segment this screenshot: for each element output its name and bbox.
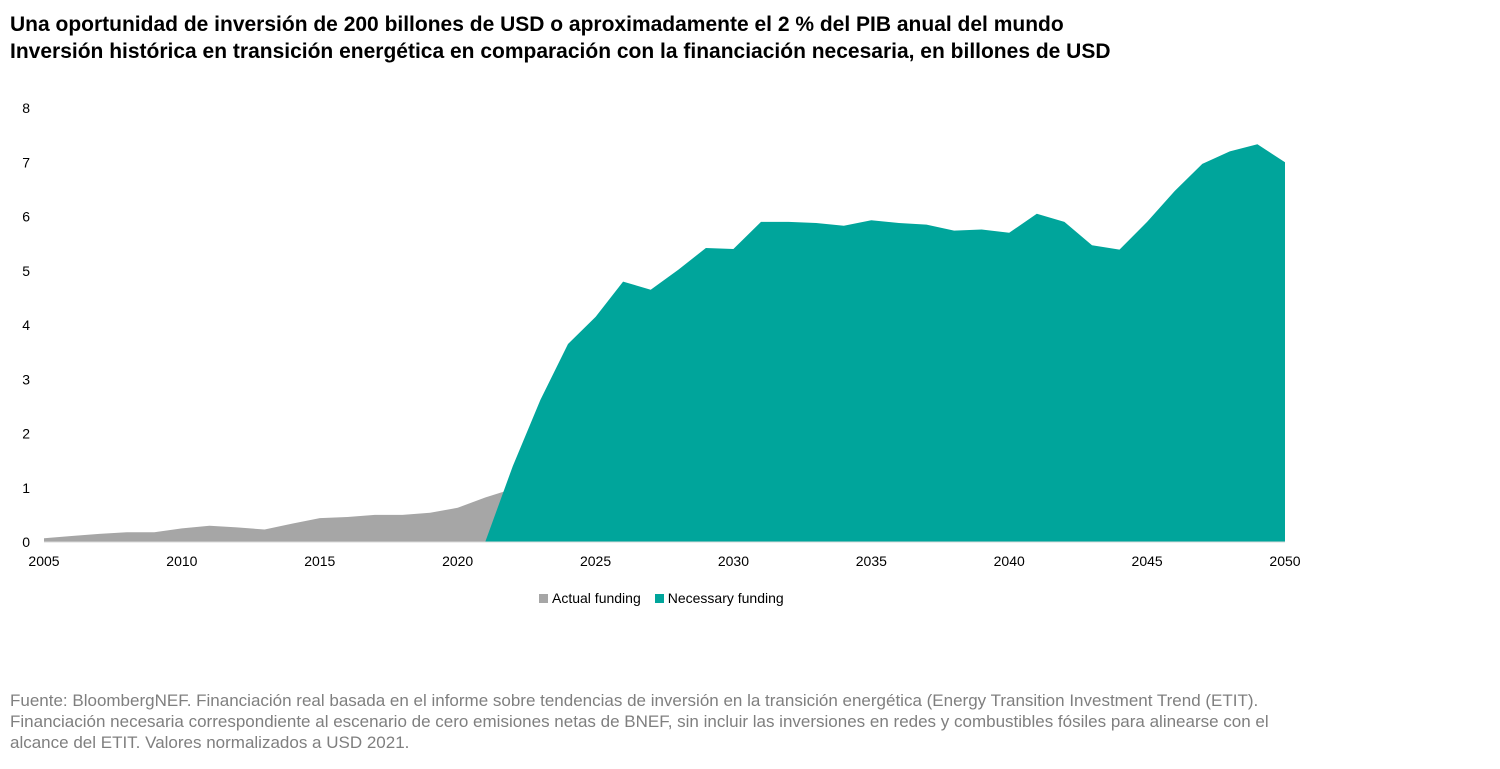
- chart-legend: Actual funding Necessary funding: [539, 590, 798, 606]
- legend-label: Necessary funding: [667, 590, 784, 606]
- x-tick-label: 2005: [28, 553, 59, 569]
- title-line-2: Inversión histórica en transición energé…: [10, 40, 1111, 63]
- x-tick-label: 2020: [442, 553, 473, 569]
- x-tick-label: 2045: [1132, 553, 1163, 569]
- x-tick-label: 2025: [580, 553, 611, 569]
- area-series-1: [485, 144, 1285, 543]
- area-series-0: [44, 488, 513, 542]
- x-tick-label: 2050: [1269, 553, 1300, 569]
- y-axis-ticks: 0 1 2 3 4 5 6 7 8: [22, 100, 30, 550]
- chart-title: Una oportunidad de inversión de 200 bill…: [10, 11, 1111, 65]
- y-tick-label: 3: [22, 371, 30, 387]
- y-tick-label: 1: [22, 480, 30, 496]
- legend-swatch: [539, 593, 548, 603]
- legend-label: Actual funding: [552, 590, 641, 606]
- x-tick-label: 2015: [304, 553, 335, 569]
- y-tick-label: 8: [22, 100, 30, 116]
- legend-item-0: Actual funding: [539, 590, 641, 606]
- x-axis-ticks: 2005 2010 2015 2020 2025 2030 2035 2040 2045 2050: [28, 553, 1300, 569]
- x-tick-label: 2035: [856, 553, 887, 569]
- x-tick-label: 2010: [166, 553, 197, 569]
- y-tick-label: 6: [22, 209, 30, 225]
- y-tick-label: 2: [22, 426, 30, 442]
- y-tick-label: 0: [22, 534, 30, 550]
- y-tick-label: 5: [22, 263, 30, 279]
- y-tick-label: 4: [22, 317, 30, 333]
- x-tick-label: 2040: [994, 553, 1025, 569]
- x-tick-label: 2030: [718, 553, 749, 569]
- y-tick-label: 7: [22, 154, 30, 170]
- chart-areas: [44, 144, 1285, 543]
- legend-item-1: Necessary funding: [654, 590, 784, 606]
- legend-swatch: [654, 593, 664, 603]
- source-note: Fuente: BloombergNEF. Financiación real …: [10, 691, 1269, 752]
- title-line-1: Una oportunidad de inversión de 200 bill…: [10, 13, 1064, 36]
